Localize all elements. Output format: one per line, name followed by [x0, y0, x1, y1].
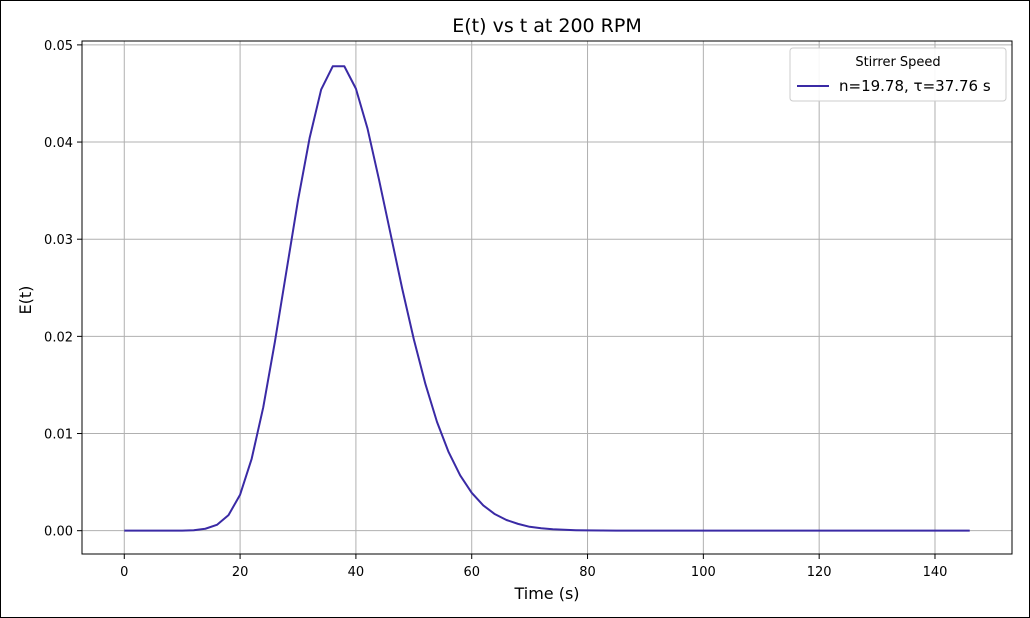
- y-axis: 0.00 0.01 0.02 0.03 0.04 0.05: [44, 39, 82, 540]
- x-axis-label: Time (s): [513, 584, 579, 603]
- x-tick-label: 80: [579, 565, 596, 580]
- x-tick-label: 60: [463, 565, 480, 580]
- legend-title: Stirrer Speed: [855, 55, 940, 70]
- y-tick-label: 0.00: [44, 525, 73, 540]
- plot-area: [81, 40, 1013, 555]
- legend-box: [789, 47, 1007, 102]
- x-tick-label: 20: [232, 565, 249, 580]
- y-tick-label: 0.03: [44, 233, 73, 248]
- y-tick-label: 0.05: [44, 39, 73, 54]
- y-tick-label: 0.04: [44, 136, 73, 151]
- grid: [82, 41, 1012, 554]
- y-tick-label: 0.02: [44, 330, 73, 345]
- series-layer: [124, 65, 970, 532]
- x-tick-label: 140: [923, 565, 948, 580]
- legend: Stirrer Speed n=19.78, τ=37.76 s: [789, 47, 1007, 102]
- chart-title: E(t) vs t at 200 RPM: [452, 15, 641, 37]
- x-tick-label: 0: [120, 565, 128, 580]
- x-tick-label: 40: [348, 565, 365, 580]
- y-tick-label: 0.01: [44, 428, 73, 443]
- x-axis: 0 20 40 60 80 100 120 140: [120, 554, 947, 580]
- legend-entry-label: n=19.78, τ=37.76 s: [839, 77, 991, 95]
- x-tick-label: 100: [691, 565, 716, 580]
- series-line-0: [124, 65, 970, 532]
- x-tick-label: 120: [807, 565, 832, 580]
- y-axis-label: E(t): [16, 286, 35, 315]
